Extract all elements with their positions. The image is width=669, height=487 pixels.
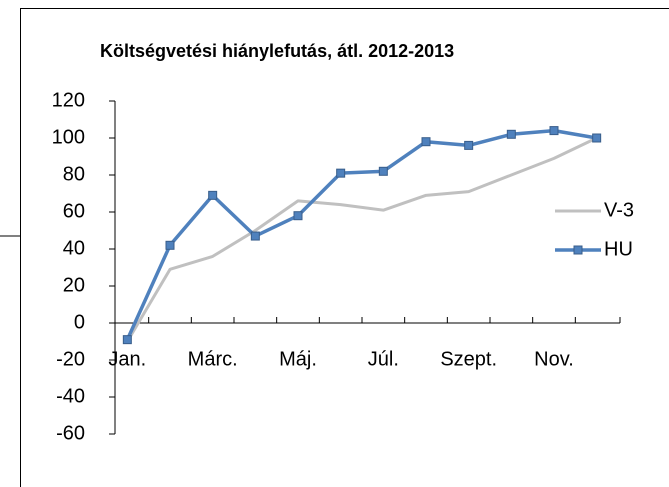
y-tick-label: 120 [52,89,85,111]
y-tick-label: 60 [63,200,85,222]
series-marker [165,240,175,250]
y-tick-label: 0 [74,311,85,333]
x-tick-label: Nov. [534,348,574,370]
chart-title: Költségvetési hiánylefutás, átl. 2012-20… [100,41,454,61]
y-tick-label: -40 [56,385,85,407]
series-marker [250,231,260,241]
y-tick-label: -60 [56,422,85,444]
series-marker [378,166,388,176]
series-line [126,136,598,343]
series-marker [208,190,218,200]
x-tick-label: Jan. [108,348,146,370]
x-tick-label: Márc. [188,348,238,370]
y-tick-label: 40 [63,237,85,259]
x-tick-label: Máj. [279,348,317,370]
series-marker [122,335,132,345]
series-marker [336,168,346,178]
series-marker [421,137,431,147]
legend-label: V-3 [604,199,634,221]
y-tick-label: 80 [63,163,85,185]
series-marker [293,211,303,221]
y-tick-label: 20 [63,274,85,296]
y-tick-label: -20 [56,348,85,370]
x-tick-label: Szept. [440,348,497,370]
legend-marker [573,245,583,255]
y-tick-label: 100 [52,126,85,148]
legend-label: HU [604,238,633,260]
series-marker [592,133,602,143]
series-marker [464,140,474,150]
x-tick-label: Júl. [368,348,399,370]
series-line [125,128,597,341]
series-marker [506,129,516,139]
chart-border [20,8,669,487]
series-marker [549,126,559,136]
